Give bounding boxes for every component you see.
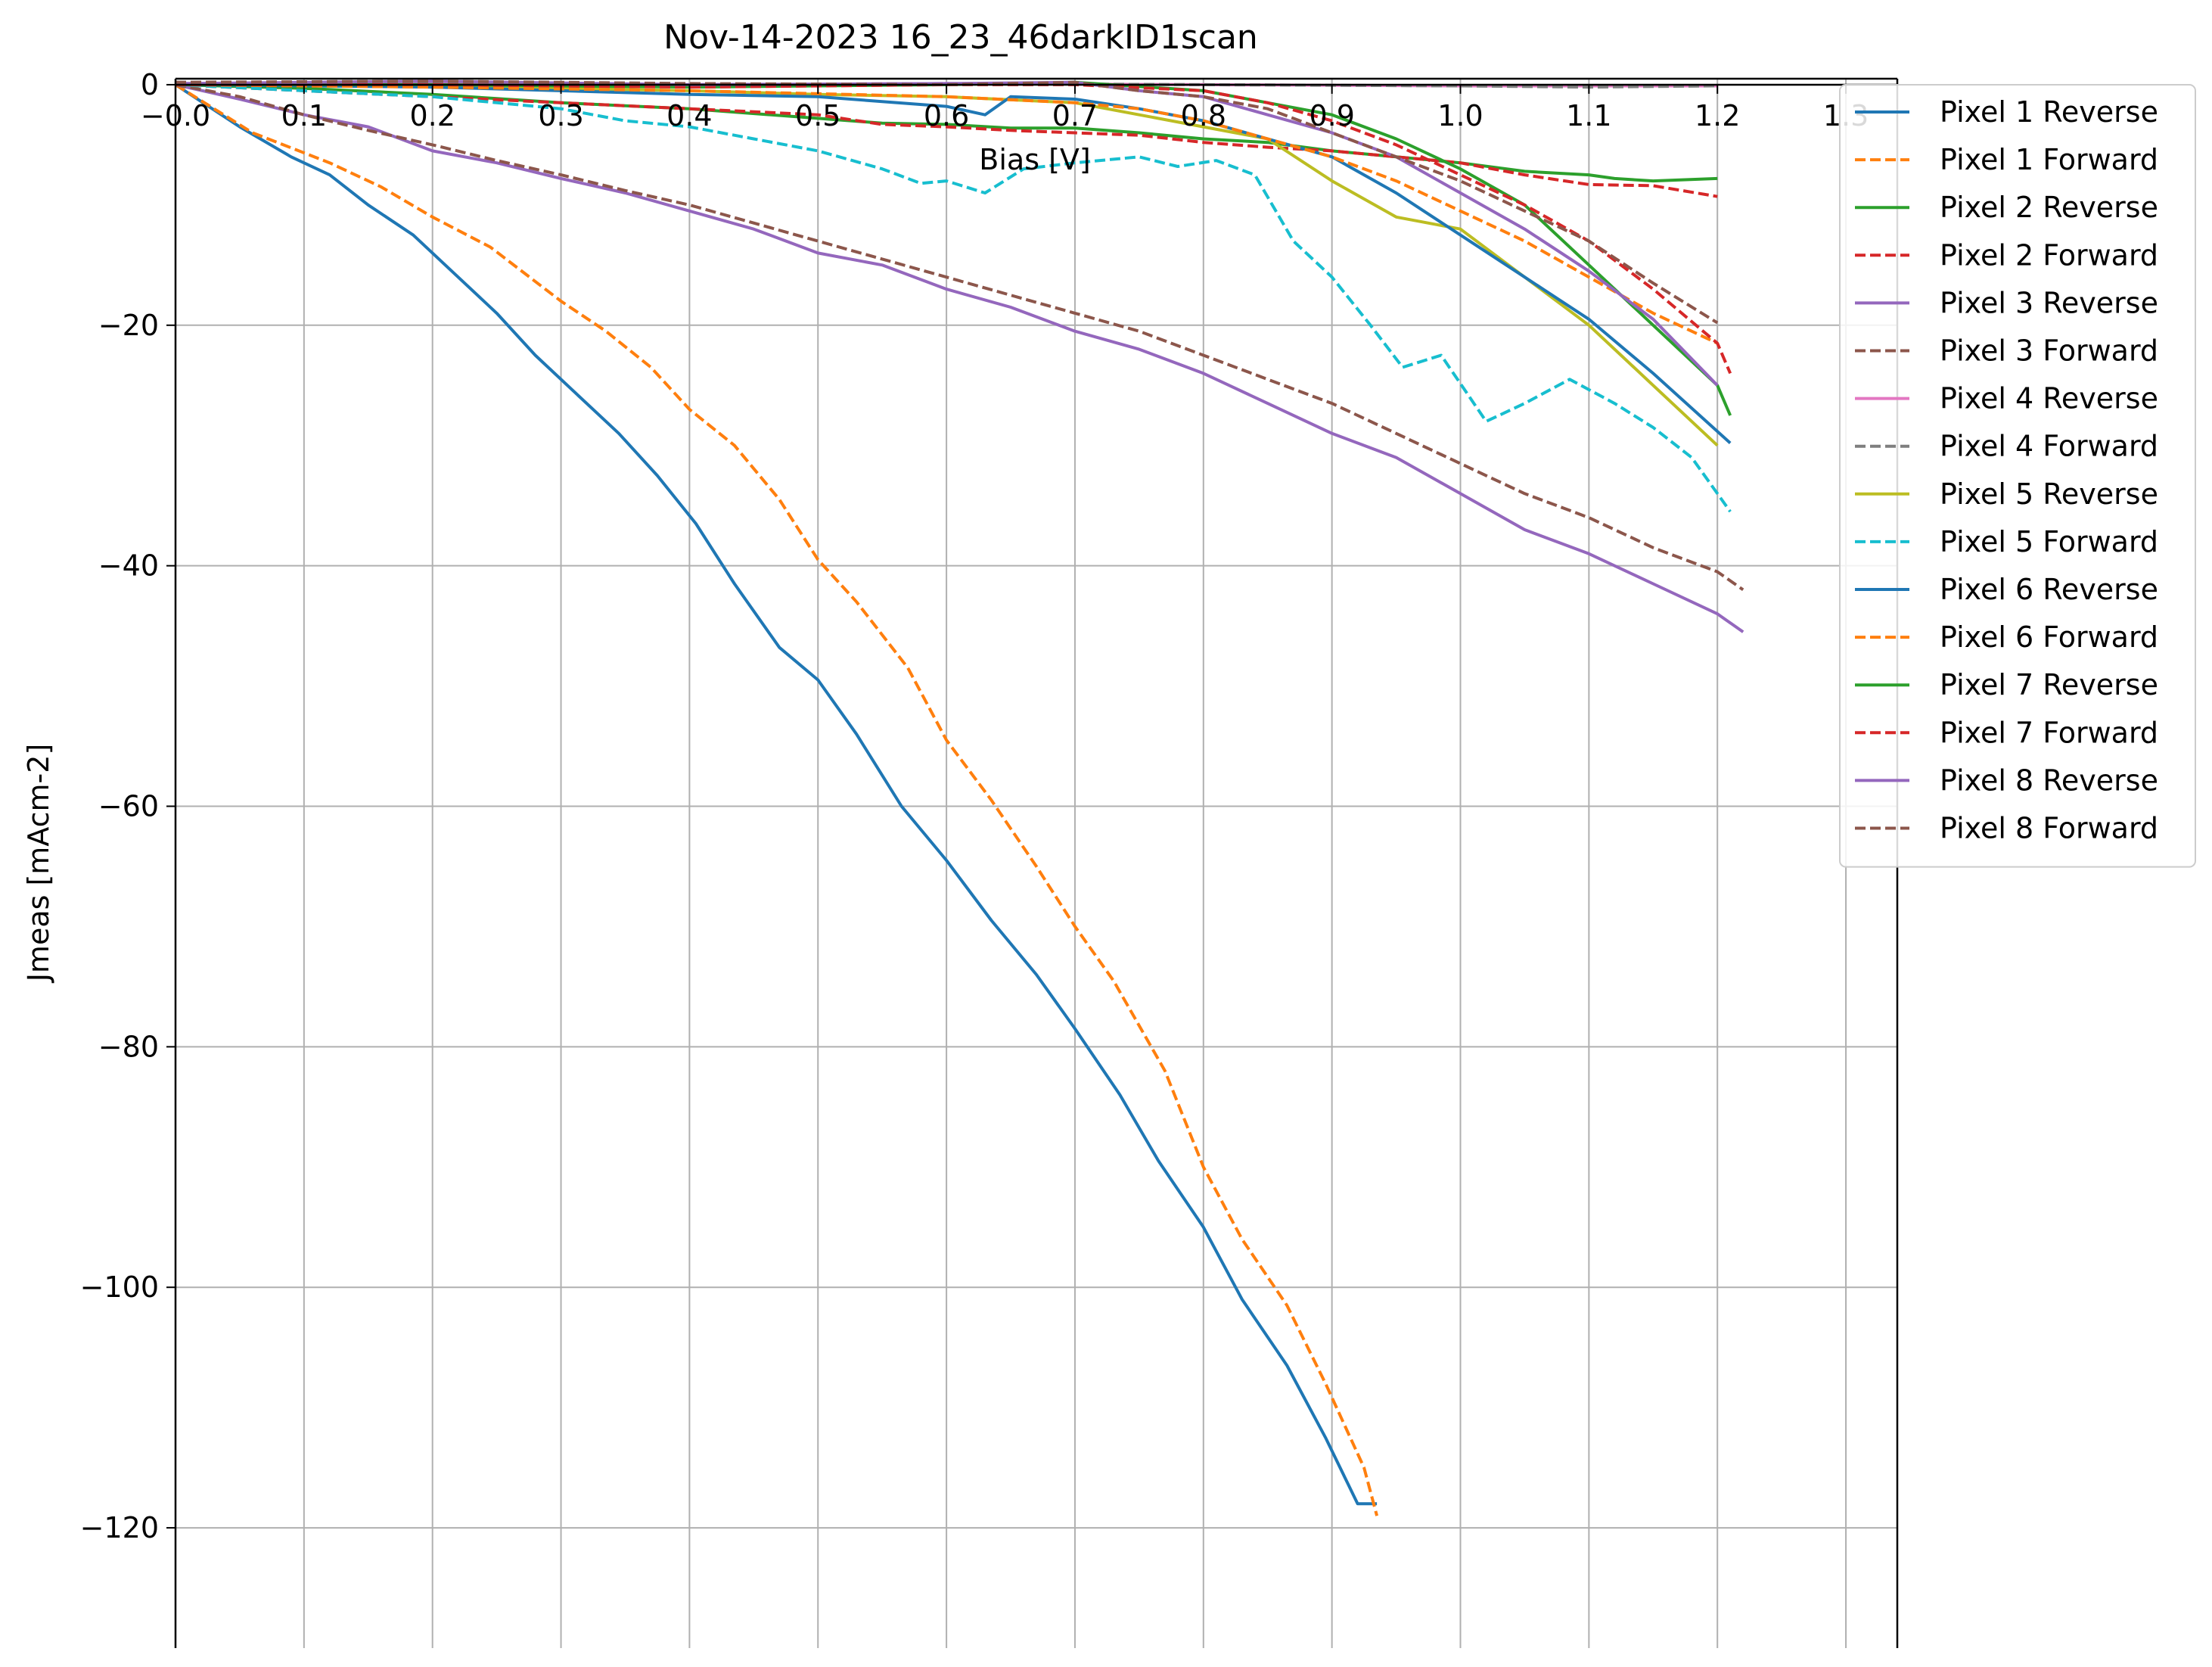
legend: Pixel 1 Reverse Pixel 1 Forward Pixel 2 Re… — [1839, 84, 2196, 868]
legend-label: Pixel 4 Reverse — [1940, 382, 2158, 415]
x-tick-label: 0.4 — [666, 99, 712, 132]
x-tick-label: 0.2 — [409, 99, 455, 132]
x-tick-label: 0.3 — [538, 99, 583, 132]
series-line — [176, 82, 1732, 375]
y-tick-label: −120 — [80, 1511, 159, 1544]
series-line — [175, 82, 1718, 198]
y-tick-label: −40 — [98, 549, 159, 583]
x-tick-label: 0.9 — [1309, 99, 1354, 132]
x-tick-label: 1.1 — [1566, 99, 1611, 132]
legend-label: Pixel 7 Reverse — [1940, 668, 2158, 701]
legend-label: Pixel 2 Reverse — [1940, 191, 2158, 224]
series-line — [174, 83, 1378, 1506]
y-axis-label: Jmeas [mAcm-2] — [22, 744, 55, 984]
y-tick-label: −20 — [98, 309, 159, 342]
legend-label: Pixel 1 Reverse — [1940, 95, 2158, 129]
legend-box — [1839, 84, 2196, 868]
series-line — [174, 83, 1379, 1516]
legend-label: Pixel 8 Reverse — [1940, 764, 2158, 797]
legend-label: Pixel 5 Reverse — [1940, 477, 2158, 511]
legend-label: Pixel 8 Forward — [1940, 812, 2158, 845]
x-axis-label: Bias [V] — [979, 143, 1090, 176]
x-tick-label: 0.6 — [924, 99, 969, 132]
y-tick-label: −60 — [98, 790, 159, 823]
y-tick-label: −80 — [98, 1030, 159, 1063]
x-tick-label: 0.1 — [281, 99, 327, 132]
legend-label: Pixel 3 Reverse — [1940, 286, 2158, 319]
series-line — [175, 82, 1732, 444]
y-tick-label: 0 — [141, 68, 159, 101]
x-tick-label: 0.8 — [1181, 99, 1226, 132]
legend-label: Pixel 1 Forward — [1940, 143, 2158, 176]
legend-label: Pixel 6 Reverse — [1940, 573, 2158, 606]
legend-label: Pixel 7 Forward — [1940, 716, 2158, 749]
chart-title: Nov-14-2023 16_23_46darkID1scan — [663, 18, 1258, 57]
series-line — [175, 82, 1744, 633]
legend-label: Pixel 5 Forward — [1940, 525, 2158, 558]
x-tick-label: 0.7 — [1052, 99, 1098, 132]
x-tick-label: 1.2 — [1695, 99, 1740, 132]
x-tick-label: 0.5 — [795, 99, 840, 132]
x-tick-label: 1.0 — [1437, 99, 1483, 132]
legend-label: Pixel 3 Forward — [1940, 334, 2158, 368]
series-line — [175, 82, 1744, 592]
series-line — [175, 82, 1719, 345]
legend-label: Pixel 4 Forward — [1940, 430, 2158, 463]
legend-label: Pixel 6 Forward — [1940, 620, 2158, 654]
y-tick-label: −100 — [80, 1270, 159, 1304]
legend-label: Pixel 2 Forward — [1940, 238, 2158, 272]
series-line — [175, 82, 1732, 513]
